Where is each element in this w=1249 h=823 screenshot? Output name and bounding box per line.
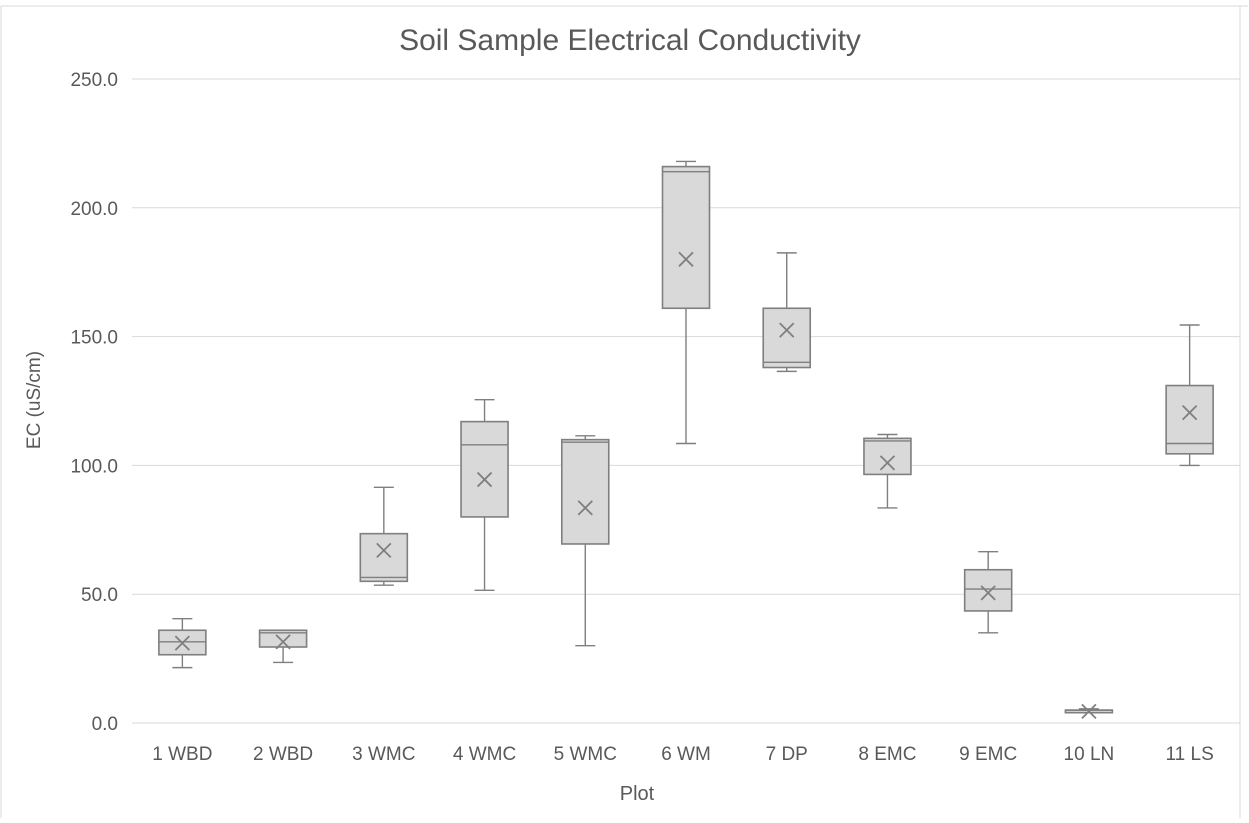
box-10 bbox=[1064, 703, 1114, 720]
box-iqr bbox=[863, 437, 912, 476]
y-tick-label: 50.0 bbox=[81, 585, 118, 606]
boxes bbox=[158, 160, 1214, 720]
box-9 bbox=[963, 550, 1013, 634]
y-tick-label: 250.0 bbox=[70, 70, 118, 91]
box-iqr bbox=[1165, 384, 1214, 455]
x-tick-label: 10 LN bbox=[1064, 744, 1115, 765]
x-tick-label: 1 WBD bbox=[152, 744, 212, 765]
chart-title: Soil Sample Electrical Conductivity bbox=[399, 24, 861, 57]
mean-marker bbox=[678, 251, 694, 267]
x-tick-label: 2 WBD bbox=[253, 744, 313, 765]
box-iqr bbox=[258, 629, 308, 648]
box-4 bbox=[460, 399, 509, 592]
x-tick-label: 3 WMC bbox=[352, 744, 415, 765]
box-8 bbox=[863, 433, 912, 509]
mean-marker bbox=[577, 500, 593, 516]
x-tick-label: 4 WMC bbox=[453, 744, 516, 765]
mean-marker bbox=[174, 635, 191, 651]
x-tick-label: 9 EMC bbox=[959, 744, 1017, 765]
mean-marker bbox=[275, 634, 291, 650]
x-tick-label: 8 EMC bbox=[858, 744, 916, 765]
box-iqr bbox=[359, 532, 409, 583]
y-axis-tick-labels: 0.0 50.0 100.0 150.0 200.0 250.0 bbox=[70, 70, 118, 735]
x-axis-title: Plot bbox=[620, 783, 655, 805]
box-2 bbox=[258, 629, 308, 664]
x-axis-tick-labels: 1 WBD 2 WBD 3 WMC 4 WMC 5 WMC 6 WM 7 DP 8 EMC 9 … bbox=[152, 744, 1213, 765]
box-iqr bbox=[762, 307, 812, 369]
mean-marker bbox=[779, 322, 795, 338]
mean-marker bbox=[1181, 404, 1198, 421]
box-iqr bbox=[963, 568, 1013, 612]
y-axis-title: EC (uS/cm) bbox=[24, 351, 45, 449]
box-3 bbox=[359, 486, 409, 586]
mean-marker bbox=[476, 471, 493, 488]
y-tick-label: 200.0 bbox=[70, 199, 118, 220]
y-tick-label: 100.0 bbox=[70, 456, 118, 477]
box-iqr bbox=[560, 438, 610, 545]
box-6 bbox=[661, 160, 711, 445]
mean-marker bbox=[980, 585, 996, 601]
y-tick-label: 0.0 bbox=[92, 714, 118, 735]
mean-marker bbox=[1081, 703, 1097, 720]
box-11 bbox=[1165, 324, 1214, 467]
mean-marker bbox=[879, 455, 896, 471]
x-tick-label: 6 WM bbox=[661, 744, 711, 765]
mean-marker bbox=[376, 542, 392, 559]
y-tick-label: 150.0 bbox=[70, 328, 118, 349]
box-iqr bbox=[460, 420, 509, 518]
x-tick-label: 11 LS bbox=[1166, 744, 1214, 765]
box-5 bbox=[560, 435, 610, 647]
box-iqr bbox=[661, 165, 711, 310]
x-tick-label: 7 DP bbox=[766, 744, 808, 765]
x-tick-label: 5 WMC bbox=[554, 744, 617, 765]
box-7 bbox=[762, 252, 812, 373]
box-1 bbox=[158, 617, 207, 669]
